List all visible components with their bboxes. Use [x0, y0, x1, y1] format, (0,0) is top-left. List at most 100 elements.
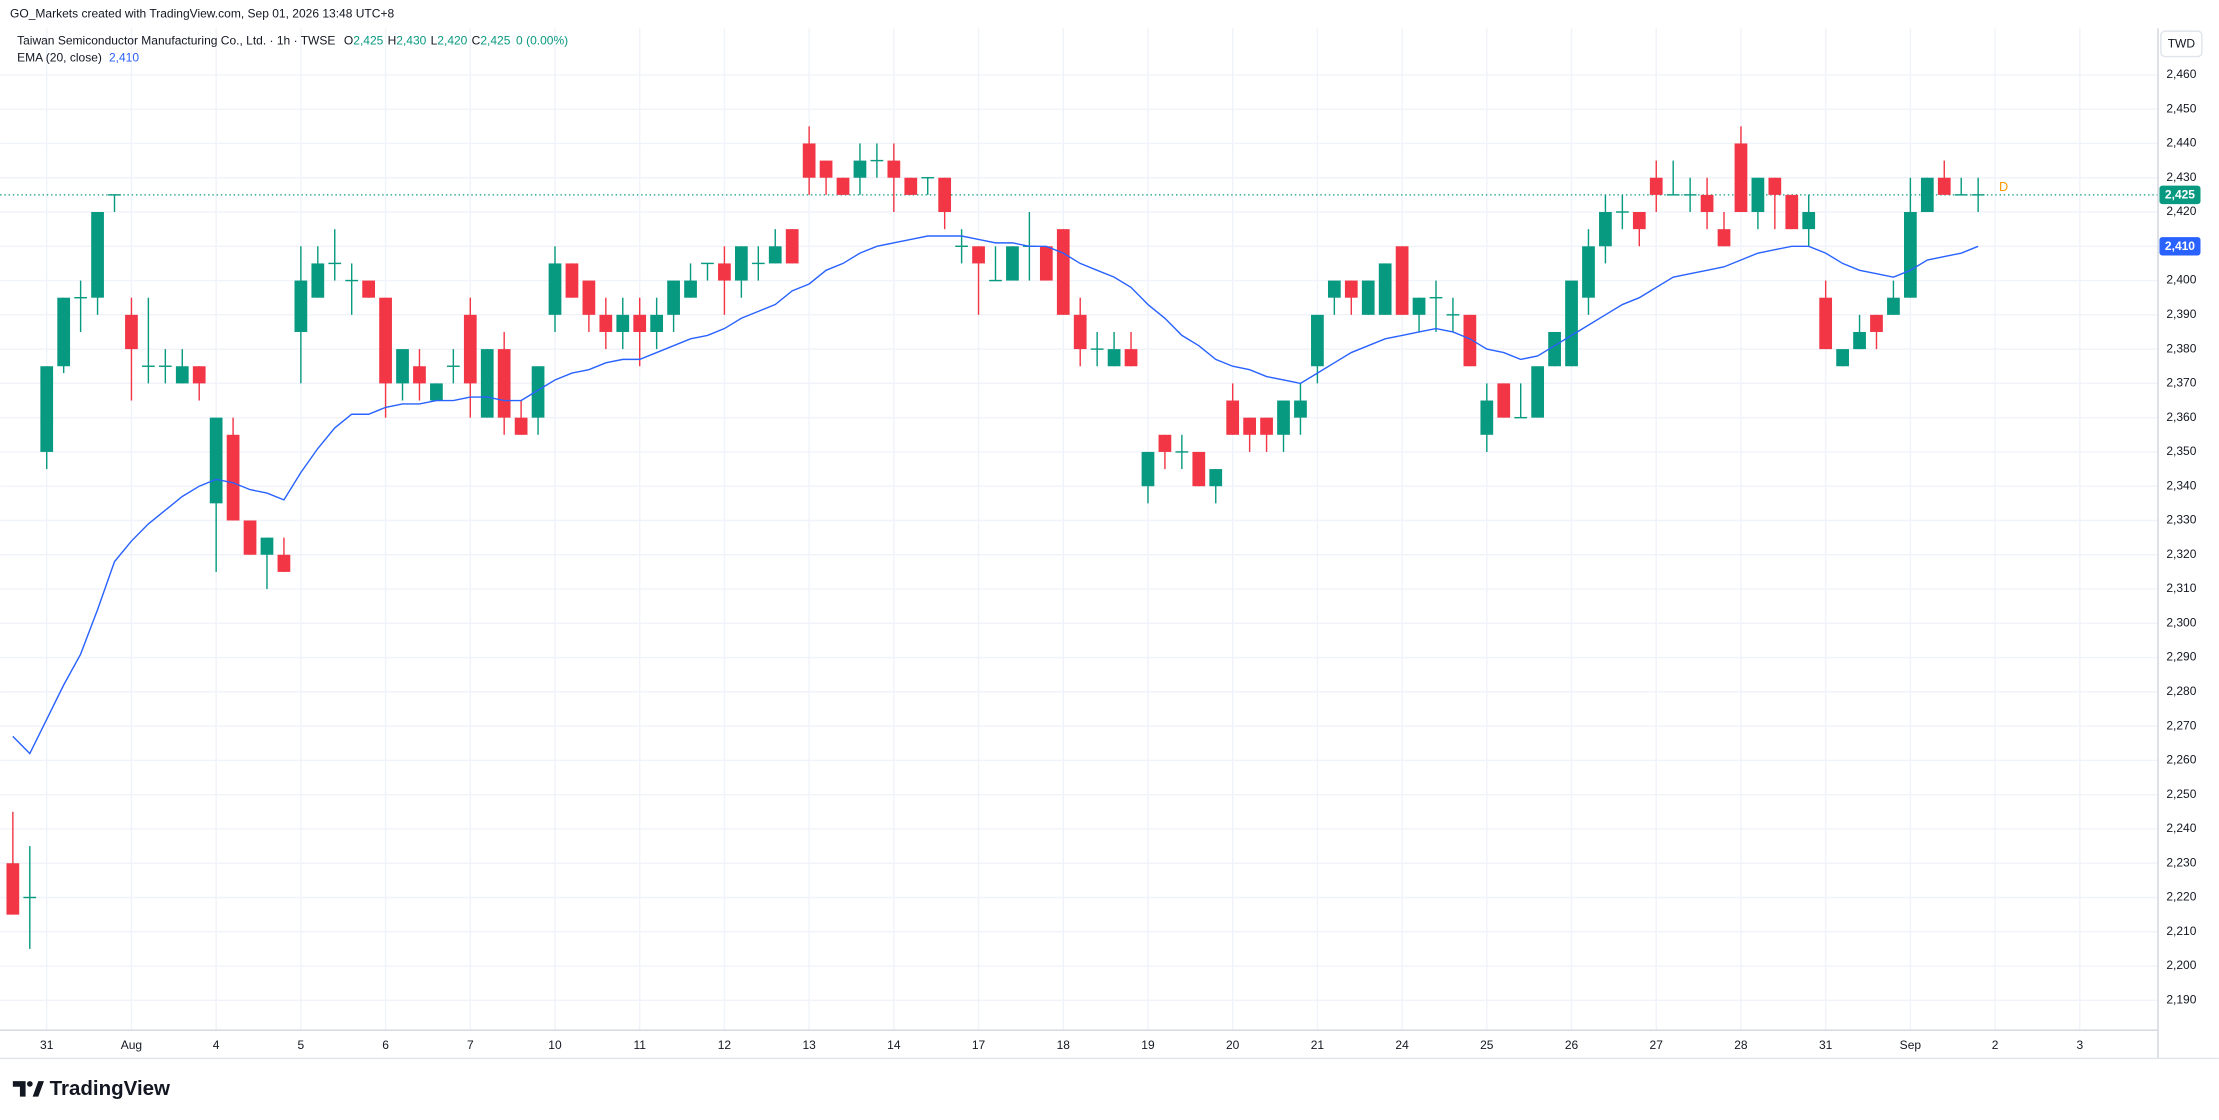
ema-legend: EMA (20, close) 2,410	[17, 51, 139, 65]
x-tick-label: Sep	[1900, 1038, 1922, 1052]
x-tick-label: 20	[1226, 1038, 1240, 1052]
candle-body	[1497, 383, 1511, 418]
ohlc-key: O	[344, 34, 353, 48]
candle-body	[1141, 451, 1155, 487]
candle-body	[142, 365, 155, 367]
candle-body	[514, 417, 528, 435]
logo-icon	[32, 1081, 44, 1097]
candle-body	[1920, 177, 1934, 213]
currency-box[interactable]	[2160, 30, 2203, 58]
candle-body	[57, 297, 71, 367]
candle-body	[701, 262, 714, 265]
y-tick-label: 2,350	[2166, 444, 2196, 458]
brand: TradingView	[50, 1077, 170, 1100]
candle-body	[836, 177, 850, 195]
y-tick-label: 2,260	[2166, 753, 2196, 767]
candle-body	[1819, 297, 1833, 350]
candle-body	[718, 263, 731, 281]
y-tick-label: 2,280	[2166, 684, 2196, 698]
candle-body	[226, 434, 240, 521]
x-tick-label: 28	[1734, 1038, 1748, 1052]
candle-body	[1802, 212, 1816, 230]
candle-body	[938, 177, 952, 213]
y-tick-label: 2,310	[2166, 581, 2196, 595]
y-tick-label: 2,400	[2166, 273, 2196, 287]
candle-body	[751, 262, 765, 265]
candle-body	[430, 383, 443, 401]
x-tick-label: 7	[467, 1038, 474, 1052]
ohlc-key: H	[388, 34, 397, 48]
candle-body	[1531, 366, 1545, 418]
candle-body	[396, 349, 409, 384]
candle-body	[1192, 451, 1206, 487]
candle-body	[1582, 246, 1595, 298]
candle-body	[1463, 314, 1477, 367]
candle-body	[548, 263, 562, 315]
x-tick-label: 27	[1650, 1038, 1664, 1052]
candle-body	[1717, 229, 1731, 247]
price-tag	[2159, 237, 2201, 256]
candle-body	[1700, 194, 1714, 213]
candle-body	[1277, 400, 1290, 435]
candle-body	[853, 160, 867, 178]
candle-body	[192, 366, 206, 384]
candle-body	[1751, 177, 1765, 213]
y-tick-label: 2,360	[2166, 410, 2196, 424]
ohlc-key: C	[472, 34, 481, 48]
candle-body	[1412, 297, 1426, 315]
candle-body	[1649, 177, 1663, 195]
candle-body	[1446, 314, 1460, 316]
y-tick-label: 2,300	[2166, 615, 2196, 629]
currency: TWD	[2168, 37, 2196, 51]
candle-body	[294, 280, 308, 332]
ohlc: O2,425 H2,430 L2,420 C2,425	[344, 34, 511, 48]
candle-body	[1954, 194, 1968, 196]
candle-body	[531, 366, 545, 418]
candle-body	[1260, 417, 1273, 435]
candle-body	[1480, 400, 1494, 435]
y-tick-label: 2,210	[2166, 924, 2196, 938]
candle-body	[1311, 314, 1324, 367]
candle-body	[1599, 212, 1612, 247]
candle-body	[616, 314, 630, 332]
candle-body	[785, 229, 799, 264]
candle-body	[633, 314, 647, 332]
candle-body	[158, 365, 172, 367]
y-tick-label: 2,220	[2166, 890, 2196, 904]
candle-body	[345, 279, 359, 282]
candle-body	[91, 212, 104, 298]
candle-body	[1226, 400, 1240, 435]
candle-body	[1090, 348, 1104, 350]
x-tick-label: 11	[633, 1038, 646, 1052]
legend: Taiwan Semiconductor Manufacturing Co., …	[17, 34, 568, 48]
x-tick-label: 17	[972, 1038, 986, 1052]
candle-body	[1361, 280, 1375, 315]
ohlc-value: 2,425	[353, 34, 383, 48]
x-tick-label: 31	[1819, 1038, 1833, 1052]
symbol: Taiwan Semiconductor Manufacturing Co., …	[17, 34, 335, 48]
candle-body	[1870, 314, 1883, 332]
y-tick-label: 2,380	[2166, 341, 2196, 355]
candle-body	[1395, 246, 1409, 315]
y-tick-label: 2,460	[2166, 67, 2196, 81]
candle-body	[328, 262, 342, 265]
y-tick-label: 2,430	[2166, 170, 2196, 184]
y-tick-label: 2,230	[2166, 855, 2196, 869]
y-tick-label: 2,270	[2166, 718, 2196, 732]
y-tick-label: 2,420	[2166, 204, 2196, 218]
y-tick-label: 2,240	[2166, 821, 2196, 835]
y-tick-label: 2,440	[2166, 136, 2196, 150]
candle-body	[74, 296, 87, 299]
x-tick-label: 5	[298, 1038, 305, 1052]
candle-body	[446, 365, 460, 367]
plot	[0, 126, 2159, 949]
ohlc-value: 2,420	[437, 34, 467, 48]
candle-body	[1632, 212, 1646, 230]
x-tick-label: 3	[2076, 1038, 2083, 1052]
x-tick-label: 18	[1057, 1038, 1071, 1052]
x-tick-label: 6	[382, 1038, 389, 1052]
candle-body	[1785, 194, 1799, 230]
candle-body	[1904, 212, 1917, 298]
candle-body	[582, 280, 596, 315]
ema-value: 2,410	[109, 51, 139, 65]
